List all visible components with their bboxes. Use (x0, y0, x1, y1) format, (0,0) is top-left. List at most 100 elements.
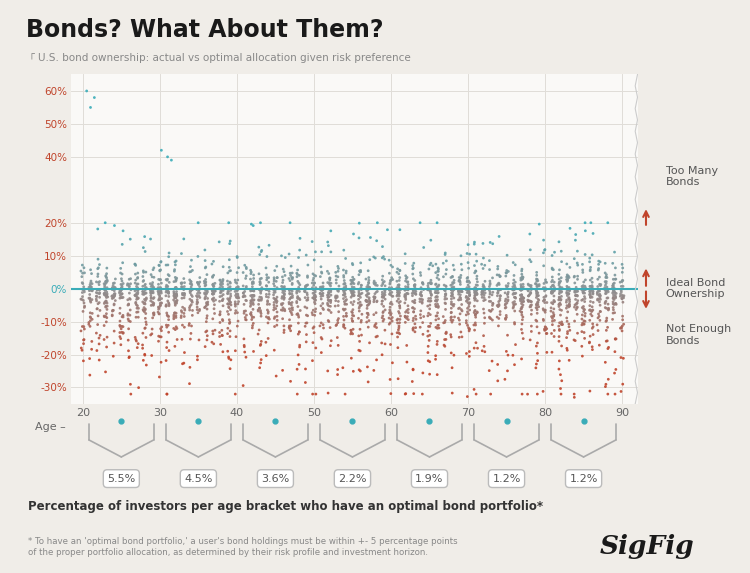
Point (284, 321, 296, 331)
Point (193, 285, 205, 294)
Point (253, 300, 265, 309)
Point (384, 307, 396, 316)
Point (531, 280, 543, 289)
Point (601, 316, 613, 325)
Point (356, 309, 368, 319)
Point (278, 321, 290, 331)
Point (548, 286, 560, 296)
Point (514, 273, 526, 282)
Point (116, 312, 128, 321)
Point (601, 270, 613, 279)
Point (472, 344, 484, 353)
Point (148, 300, 160, 309)
Point (217, 262, 229, 272)
Point (430, 301, 442, 311)
Point (184, 305, 196, 315)
Point (339, 289, 351, 299)
Point (587, 287, 599, 296)
Point (563, 295, 575, 304)
Point (292, 302, 304, 311)
Point (146, 351, 158, 360)
Point (194, 285, 206, 294)
Point (440, 286, 452, 295)
Point (186, 280, 198, 289)
Point (531, 270, 543, 280)
Point (184, 285, 196, 295)
Point (100, 293, 112, 302)
Point (145, 294, 157, 303)
Point (254, 285, 266, 294)
Point (384, 318, 396, 327)
Point (224, 319, 236, 328)
Point (382, 225, 394, 234)
Point (608, 248, 620, 257)
Point (478, 347, 490, 356)
Point (245, 297, 257, 306)
Point (431, 285, 443, 294)
Point (275, 305, 287, 315)
Point (255, 293, 267, 302)
Point (576, 285, 588, 295)
Point (170, 287, 182, 296)
Point (284, 295, 296, 304)
Point (170, 296, 182, 305)
Point (201, 311, 213, 320)
Point (147, 301, 159, 310)
Point (610, 264, 622, 273)
Point (538, 283, 550, 292)
Point (602, 218, 613, 227)
Point (508, 300, 520, 309)
Point (244, 309, 256, 319)
Point (248, 291, 260, 300)
Point (117, 226, 129, 236)
Point (507, 258, 519, 267)
Point (76, 346, 88, 355)
Point (224, 299, 236, 308)
Point (462, 298, 474, 307)
Point (155, 358, 167, 367)
Point (377, 316, 389, 325)
Point (592, 257, 604, 266)
Point (526, 297, 538, 307)
Point (100, 288, 112, 297)
Point (546, 265, 558, 274)
Point (494, 285, 506, 295)
Point (176, 290, 188, 299)
Point (140, 293, 152, 303)
Point (230, 300, 242, 309)
Point (453, 333, 465, 342)
Point (261, 285, 273, 294)
Point (430, 293, 442, 302)
Point (532, 300, 544, 309)
Point (460, 316, 472, 325)
Point (99, 288, 111, 297)
Point (152, 280, 164, 289)
Point (101, 277, 113, 286)
Point (286, 273, 298, 282)
Point (568, 393, 580, 402)
Point (176, 278, 188, 288)
Point (199, 281, 211, 291)
Point (338, 297, 350, 306)
Point (232, 285, 244, 294)
Point (393, 289, 405, 299)
Point (392, 285, 404, 295)
Point (369, 293, 381, 303)
Point (384, 286, 396, 295)
Point (130, 291, 142, 300)
Point (248, 313, 259, 322)
Point (555, 390, 567, 399)
Point (294, 280, 306, 289)
Point (209, 285, 220, 295)
Point (361, 285, 373, 294)
Point (471, 296, 483, 305)
Point (332, 314, 344, 323)
Point (92, 254, 104, 264)
Point (577, 319, 589, 328)
Point (168, 287, 180, 296)
Point (191, 297, 203, 307)
Point (407, 325, 419, 335)
Point (277, 278, 289, 287)
Point (447, 261, 459, 270)
Point (422, 283, 434, 292)
